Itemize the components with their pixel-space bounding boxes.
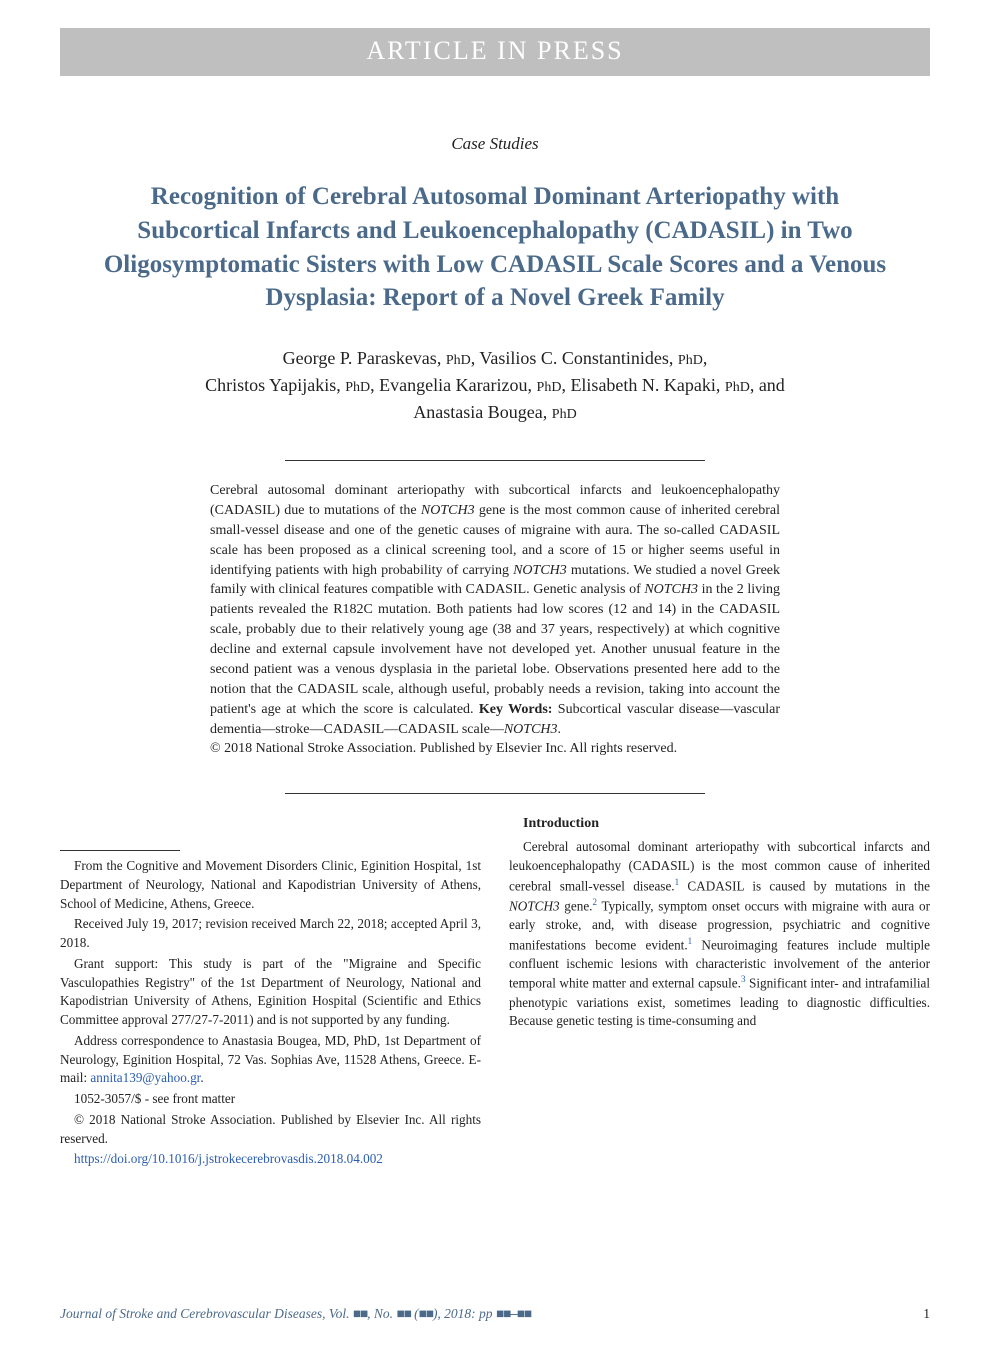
author-degree: PhD <box>725 380 750 395</box>
divider <box>285 793 705 794</box>
intro-text: CADASIL is caused by mutations in the <box>679 878 930 893</box>
gene-name: NOTCH3 <box>504 722 558 737</box>
author: Anastasia Bougea <box>413 402 542 422</box>
grant-support: Grant support: This study is part of the… <box>60 955 481 1030</box>
gene-name: NOTCH3 <box>644 582 698 597</box>
footnote-rule <box>60 850 180 851</box>
author-list: George P. Paraskevas, PhD, Vasilios C. C… <box>80 345 910 426</box>
footer-text: , No. <box>367 1306 396 1321</box>
issn-line: 1052-3057/$ - see front matter <box>60 1090 481 1109</box>
journal-name: Journal of Stroke and Cerebrovascular Di… <box>60 1306 322 1321</box>
banner-text: ARTICLE IN PRESS <box>366 36 623 65</box>
affiliation: From the Cognitive and Movement Disorder… <box>60 857 481 913</box>
article-in-press-banner: ARTICLE IN PRESS <box>60 28 930 76</box>
author-degree: PhD <box>537 380 562 395</box>
article-dates: Received July 19, 2017; revision receive… <box>60 915 481 952</box>
placeholder-block: ■■–■■ <box>496 1306 531 1321</box>
author-degree: PhD <box>552 407 577 422</box>
author: Vasilios C. Constantinides <box>479 348 669 368</box>
correspondence-text: . <box>200 1070 203 1085</box>
intro-paragraph: Cerebral autosomal dominant arteriopathy… <box>509 838 930 1031</box>
correspondence: Address correspondence to Anastasia Boug… <box>60 1032 481 1088</box>
email-link[interactable]: annita139@yahoo.gr <box>90 1070 200 1085</box>
right-column: Introduction Cerebral autosomal dominant… <box>509 814 930 1171</box>
footnotes: From the Cognitive and Movement Disorder… <box>60 857 481 1169</box>
placeholder-block: ■■ <box>396 1306 410 1321</box>
gene-name: NOTCH3 <box>513 563 567 578</box>
abstract: Cerebral autosomal dominant arteriopathy… <box>210 481 780 759</box>
section-label: Case Studies <box>0 134 990 154</box>
author-degree: PhD <box>345 380 370 395</box>
doi-link[interactable]: https://doi.org/10.1016/j.jstrokecerebro… <box>74 1151 383 1166</box>
abstract-text: in the 2 living patients revealed the R1… <box>210 582 780 716</box>
author: Evangelia Kararizou <box>379 375 527 395</box>
copyright-line: © 2018 National Stroke Association. Publ… <box>60 1111 481 1148</box>
gene-name: NOTCH3 <box>421 503 475 518</box>
keywords-label: Key Words: <box>479 702 553 717</box>
left-column: From the Cognitive and Movement Disorder… <box>60 814 481 1171</box>
footer-text: , Vol. <box>322 1306 353 1321</box>
abstract-text: . <box>558 722 562 737</box>
author: Christos Yapijakis <box>205 375 336 395</box>
footer-text: ( <box>411 1306 419 1321</box>
abstract-copyright: © 2018 National Stroke Association. Publ… <box>210 741 677 756</box>
placeholder-block: ■■ <box>353 1306 367 1321</box>
two-column-body: From the Cognitive and Movement Disorder… <box>60 814 930 1171</box>
gene-name: NOTCH3 <box>509 898 560 913</box>
author: George P. Paraskevas <box>283 348 437 368</box>
footer-text: ), 2018: pp <box>433 1306 496 1321</box>
section-heading: Introduction <box>509 814 930 834</box>
intro-text: gene. <box>560 898 593 913</box>
author: Elisabeth N. Kapaki <box>570 375 715 395</box>
author-degree: PhD <box>678 353 703 368</box>
author-degree: PhD <box>446 353 471 368</box>
divider <box>285 460 705 461</box>
article-title: Recognition of Cerebral Autosomal Domina… <box>90 180 900 315</box>
placeholder-block: ■■ <box>419 1306 433 1321</box>
